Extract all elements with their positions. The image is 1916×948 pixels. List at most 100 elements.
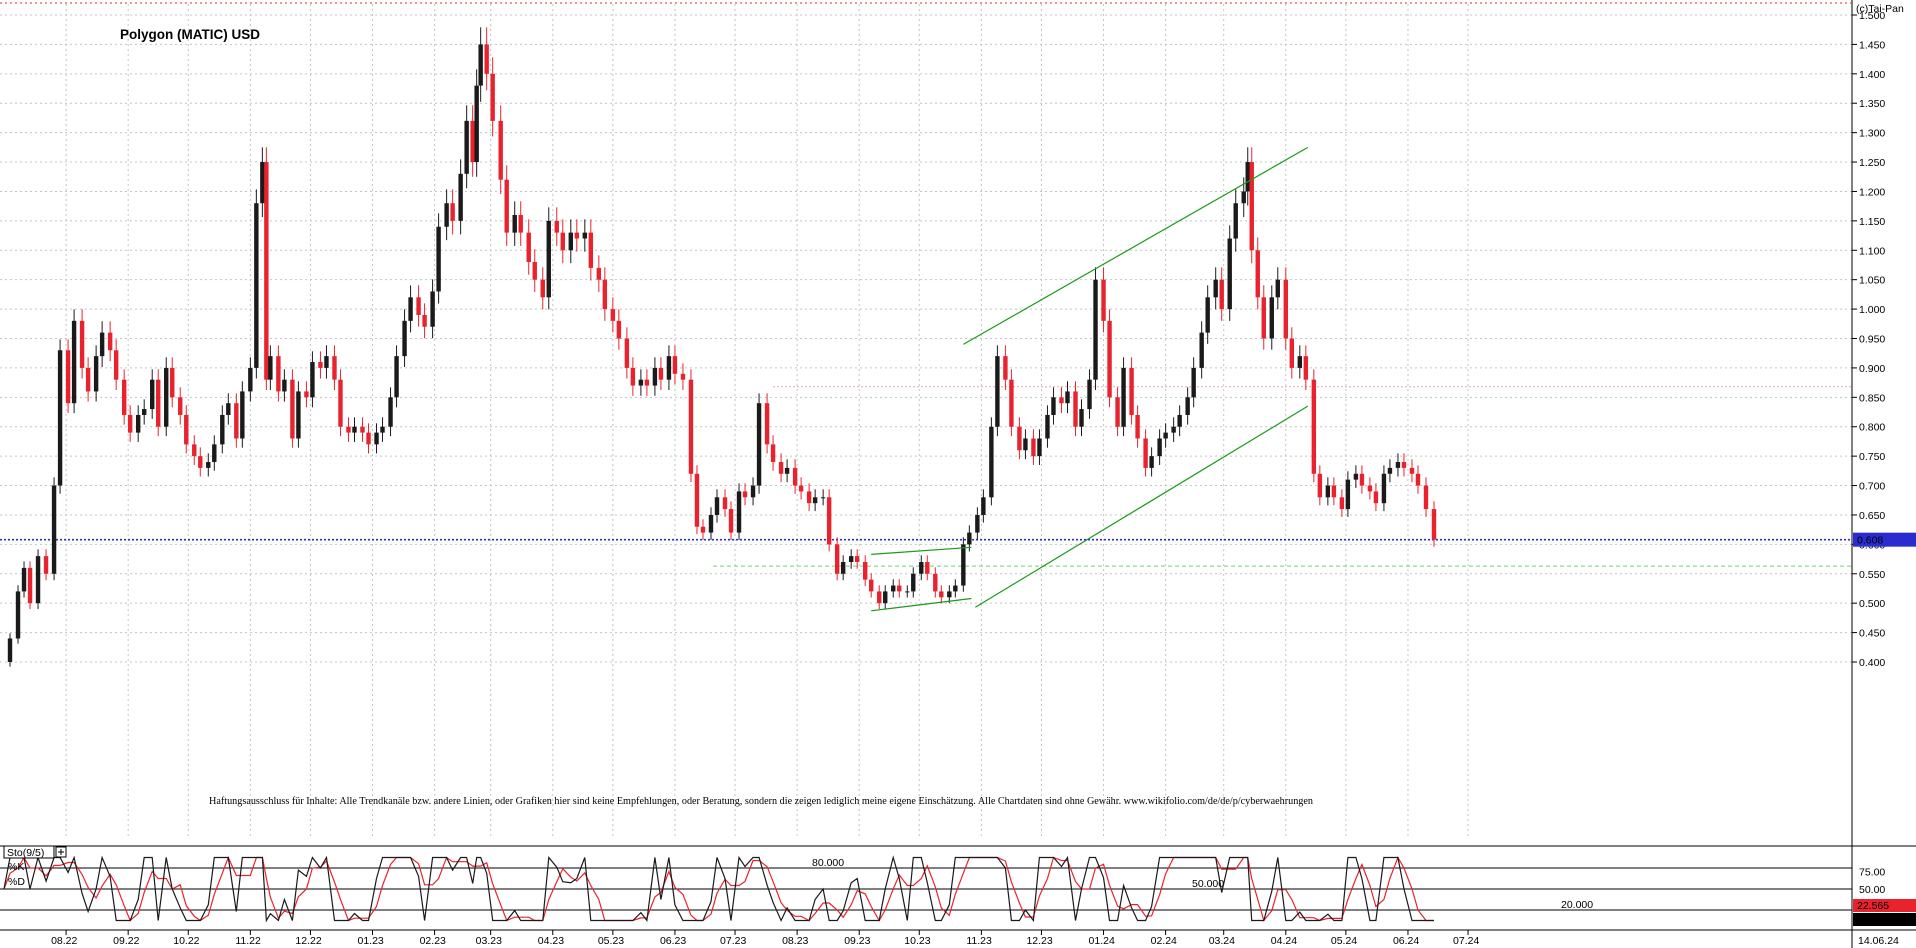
candle-body [504,179,509,233]
candle-body [806,491,812,504]
candle-body [1353,473,1359,480]
candle-body [624,338,630,368]
y-tick-label: 0.650 [1859,510,1885,522]
candle-body [1171,426,1176,433]
candle-body [1045,414,1050,439]
candle-body [933,573,938,592]
candle-body [1249,162,1254,251]
candle-body [220,414,225,445]
y-tick-label: 1.450 [1859,39,1885,51]
candle-body [688,379,694,474]
candle-body [416,297,421,315]
candle-body [360,426,365,433]
candle-body [1017,426,1022,451]
candle-body [43,556,49,574]
candle-body [1331,485,1337,498]
x-tick-label: 05.24 [1331,935,1357,947]
trend-lines [871,146,1309,612]
x-tick-label: 12.22 [295,935,321,947]
candle-body [254,203,259,368]
candlesticks [7,27,1437,667]
candle-body [156,379,161,427]
candle-body [192,444,197,457]
candle-body [953,585,958,592]
candle-body [1395,462,1401,468]
candle-body [967,532,972,545]
candle-body [1431,509,1437,540]
candle-body [1199,332,1204,368]
candle-body [107,332,113,351]
candle-body [7,638,13,662]
k-value-label: 11.021 [1857,914,1888,926]
x-tick-label: 11.22 [235,935,261,947]
candle-body [770,444,776,463]
legend-k: %K [8,861,24,873]
candle-body [666,356,672,380]
candle-body [27,567,33,604]
y-tick-label: 1.300 [1859,128,1885,140]
candle-body [1367,485,1373,492]
candle-body [526,232,531,263]
candle-body [1135,414,1140,439]
candle-body [21,567,27,592]
candle-body [1213,279,1218,298]
candle-body [925,562,930,574]
candle-body [877,591,882,604]
candle-body [464,120,469,174]
candle-body [919,562,924,574]
candle-body [1149,456,1154,468]
candle-body [1051,397,1056,415]
candle-body [1009,379,1014,427]
candle-body [150,379,155,410]
candle-body [93,356,99,392]
candle-body [264,162,269,380]
candle-body [1227,238,1232,310]
candle-body [680,373,686,380]
candle-body [596,267,602,280]
candle-body [1297,356,1303,368]
candle-body [826,497,832,545]
candle-body [226,403,231,415]
candle-body [1093,279,1098,380]
candle-body [248,367,253,392]
candle-body [1283,279,1288,339]
y-tick-label: 1.000 [1859,304,1885,316]
candle-body [1037,438,1042,457]
y-tick-label: 1.100 [1859,245,1885,257]
candle-body [57,350,63,486]
candle-body [1269,297,1274,339]
candle-body [450,203,455,221]
price-axis: 1.500 1.450 1.400 1.350 1.300 1.250 1.200 1.150… [1852,10,1916,669]
x-tick-label: 08.23 [782,935,808,947]
candle-body [812,497,818,504]
candle-body [848,556,854,563]
candle-body [388,397,393,427]
current-price-badge [1853,532,1916,547]
trend-line [871,546,972,555]
candle-body [1129,367,1134,415]
x-tick-label: 04.24 [1271,935,1297,947]
candle-body [512,214,517,233]
y-tick-label: 1.400 [1859,69,1885,81]
candle-body [1087,379,1092,410]
x-tick-label: 11.23 [966,935,992,947]
candle-body [638,379,644,386]
x-tick-label: 10.23 [904,935,930,947]
candle-body [352,426,357,433]
chart-title: Polygon (MATIC) USD [120,27,260,42]
candle-body [366,432,371,445]
candle-body [79,320,85,368]
candle-body [394,356,399,398]
candle-body [728,509,734,533]
candle-body [474,85,479,163]
candle-body [708,514,714,533]
candle-body [240,391,245,439]
candle-body [346,426,351,433]
candle-body [290,379,295,439]
candle-body [408,297,413,321]
candle-body [540,279,545,298]
candle-body [478,44,483,86]
candle-body [532,262,537,280]
